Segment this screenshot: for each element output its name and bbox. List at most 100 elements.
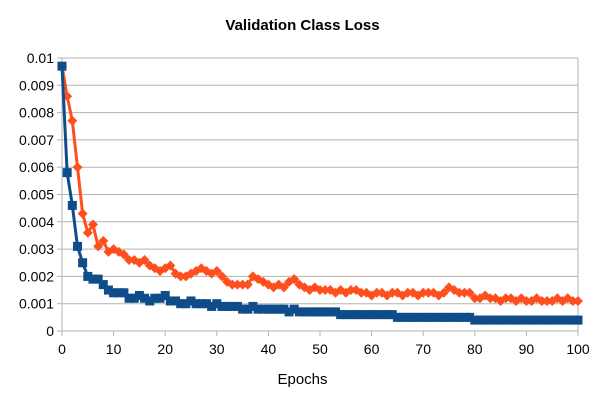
data-point — [423, 312, 433, 322]
data-point — [207, 301, 217, 311]
series-1 — [57, 61, 583, 306]
data-point — [547, 315, 557, 325]
data-point — [227, 279, 238, 290]
data-point — [573, 295, 583, 306]
data-point — [93, 274, 103, 284]
data-point — [232, 301, 242, 311]
data-point — [88, 274, 98, 284]
data-point — [93, 241, 104, 252]
data-point — [258, 304, 268, 314]
x-tick-label: 20 — [157, 341, 173, 357]
data-point — [563, 315, 573, 325]
data-point — [72, 162, 83, 173]
data-point — [341, 310, 351, 320]
data-point — [573, 315, 583, 325]
data-point — [82, 227, 93, 238]
data-point — [423, 287, 434, 298]
data-point — [558, 315, 568, 325]
data-point — [165, 296, 175, 306]
data-point — [552, 315, 562, 325]
data-point — [67, 200, 77, 210]
x-axis-label: Epochs — [277, 371, 328, 388]
data-point — [469, 293, 480, 304]
data-point — [238, 304, 248, 314]
data-point — [129, 293, 139, 303]
data-point — [72, 241, 82, 251]
data-point — [537, 315, 547, 325]
data-point — [279, 304, 289, 314]
data-point — [371, 287, 382, 298]
data-point — [274, 304, 284, 314]
data-point — [310, 307, 320, 317]
data-point — [470, 315, 480, 325]
data-point — [216, 271, 227, 282]
data-point — [114, 288, 124, 298]
data-point — [336, 310, 346, 320]
data-point — [222, 301, 232, 311]
data-point — [320, 285, 331, 296]
data-point — [175, 271, 186, 282]
data-point — [83, 271, 93, 281]
data-point — [372, 310, 382, 320]
data-point — [145, 296, 155, 306]
y-tick-label: 0.004 — [19, 214, 54, 230]
data-point — [118, 249, 129, 260]
y-axis-tick-labels: 0 0.001 0.002 0.003 0.004 0.005 0.006 0.007 0.00… — [19, 50, 54, 339]
data-point — [361, 310, 371, 320]
data-point — [465, 312, 475, 322]
y-tick-label: 0.002 — [19, 268, 54, 284]
data-point — [382, 310, 392, 320]
data-point — [398, 312, 408, 322]
y-tick-label: 0.006 — [19, 159, 54, 175]
data-point — [351, 310, 361, 320]
data-point — [160, 291, 170, 301]
data-point — [536, 295, 547, 306]
data-point — [253, 304, 263, 314]
data-point — [413, 312, 423, 322]
data-point — [263, 304, 273, 314]
data-point — [325, 307, 335, 317]
x-tick-label: 80 — [467, 341, 483, 357]
data-point — [434, 312, 444, 322]
data-point — [196, 299, 206, 309]
data-point — [567, 295, 578, 306]
data-point — [521, 295, 532, 306]
y-tick-label: 0 — [46, 323, 54, 339]
data-point — [532, 315, 542, 325]
axes — [57, 57, 579, 336]
data-point — [186, 296, 196, 306]
data-point — [248, 301, 258, 311]
y-tick-label: 0.005 — [19, 187, 54, 203]
data-point — [57, 61, 67, 71]
x-tick-label: 70 — [415, 341, 431, 357]
y-tick-label: 0.009 — [19, 77, 54, 93]
data-point — [87, 219, 98, 230]
data-point — [475, 315, 485, 325]
data-point — [67, 115, 78, 126]
data-point — [289, 274, 300, 285]
data-point — [242, 279, 253, 290]
data-point — [485, 315, 495, 325]
data-point — [490, 315, 500, 325]
data-point — [454, 312, 464, 322]
data-point — [232, 279, 243, 290]
y-tick-label: 0.001 — [19, 296, 54, 312]
data-point — [300, 307, 310, 317]
data-point — [418, 287, 429, 298]
y-tick-label: 0.007 — [19, 132, 54, 148]
data-point — [485, 293, 496, 304]
data-point — [459, 312, 469, 322]
x-tick-label: 90 — [519, 341, 535, 357]
data-point — [429, 312, 439, 322]
data-point — [320, 307, 330, 317]
series-2 — [57, 61, 583, 325]
data-point — [305, 307, 315, 317]
data-point — [77, 208, 88, 219]
y-tick-label: 0.003 — [19, 241, 54, 257]
data-point — [119, 288, 129, 298]
data-point — [62, 168, 72, 178]
data-point — [480, 315, 490, 325]
data-point — [124, 255, 135, 266]
data-point — [201, 299, 211, 309]
